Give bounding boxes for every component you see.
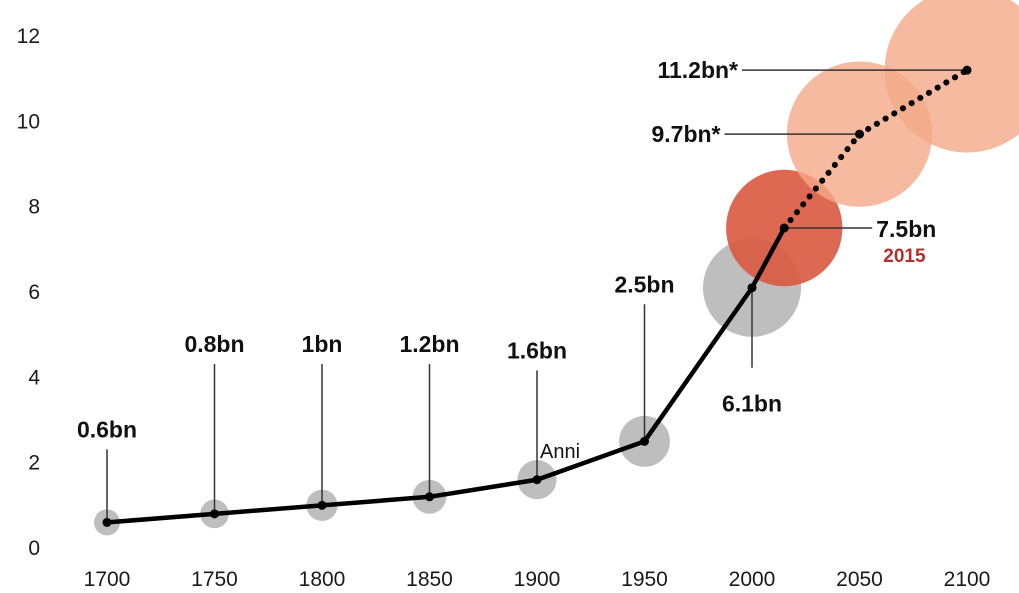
x-tick-1800: 1800: [299, 568, 346, 591]
point-1800: [317, 500, 327, 510]
point-2000: [747, 283, 757, 293]
series-line: [104, 67, 970, 525]
data-label-2100: 11.2bn*: [657, 57, 738, 83]
line-segment-1800-1850: [319, 494, 432, 508]
line-segment-1850-1900: [427, 477, 540, 500]
y-tick-4: 4: [28, 366, 40, 389]
line-segment-1900-1950: [534, 439, 647, 482]
x-tick-1900: 1900: [514, 568, 561, 591]
x-tick-1850: 1850: [406, 568, 453, 591]
data-label-2050: 9.7bn*: [651, 121, 720, 147]
x-tick-1700: 1700: [84, 568, 131, 591]
data-label-1900: 1.6bn: [507, 337, 567, 363]
y-tick-6: 6: [28, 281, 40, 304]
point-2100: [962, 65, 972, 75]
y-axis-ticks: 0 2 4 6 8 10 12: [17, 25, 41, 560]
line-segment-2050-2100: [856, 67, 970, 138]
line-segment-1950-2000: [642, 285, 755, 444]
anni-annotation: Anni: [540, 441, 580, 463]
x-tick-1950: 1950: [621, 568, 668, 591]
line-segment-1700-1750: [104, 511, 217, 525]
data-label-2000: 6.1bn: [722, 391, 782, 417]
line-segment-2015-2050: [781, 131, 863, 231]
x-tick-2050: 2050: [836, 568, 883, 591]
data-label-1750: 0.8bn: [184, 331, 244, 357]
y-tick-8: 8: [28, 196, 40, 219]
point-1750: [210, 509, 219, 519]
y-tick-0: 0: [28, 537, 40, 560]
point-2015: [779, 223, 789, 233]
x-tick-2100: 2100: [944, 568, 991, 591]
data-label-1700: 0.6bn: [77, 416, 137, 442]
point-1850: [425, 492, 434, 502]
point-1900: [532, 475, 542, 485]
point-1950: [640, 436, 649, 446]
point-1700: [102, 517, 112, 527]
data-labels: 0.6bn 0.8bn 1bn 1.2bn 1.6bn 2.5bn 6.1bn 7.5bn 20…: [77, 57, 936, 442]
leader-lines: [106, 69, 967, 523]
y-tick-10: 10: [17, 110, 40, 133]
line-segment-1750-1800: [212, 503, 325, 517]
line-segment-2000-2015: [749, 225, 787, 290]
data-label-2015: 7.5bn: [876, 216, 936, 242]
data-sublabel-2015: 2015: [883, 246, 926, 267]
y-tick-2: 2: [28, 452, 40, 475]
y-tick-12: 12: [17, 25, 40, 48]
data-label-1950: 2.5bn: [614, 271, 674, 297]
x-tick-1750: 1750: [191, 568, 238, 591]
bubble-2100: [884, 0, 1019, 153]
data-label-1850: 1.2bn: [399, 331, 459, 357]
point-2050: [855, 129, 864, 139]
x-axis-ticks: 1700 1750 1800 1850 1900 1950 2000 2050 2100: [84, 568, 991, 591]
data-label-1800: 1bn: [302, 331, 343, 357]
x-tick-2000: 2000: [729, 568, 776, 591]
data-points: [102, 65, 972, 527]
